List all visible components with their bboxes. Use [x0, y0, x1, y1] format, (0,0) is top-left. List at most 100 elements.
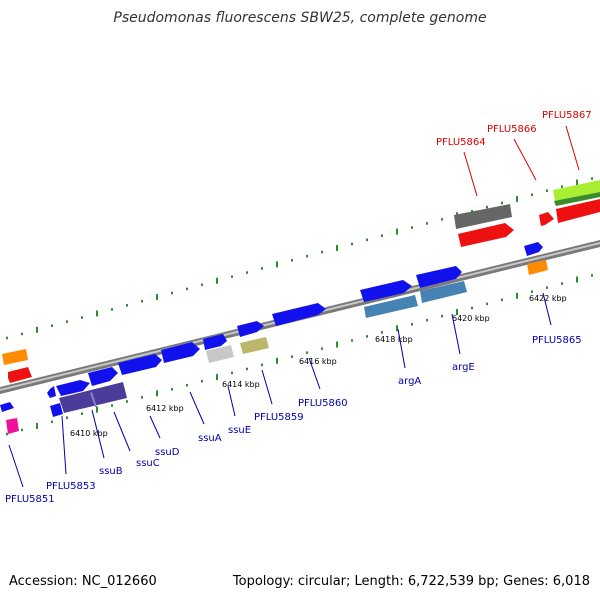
gene-labels: PFLU5851PFLU5853ssuBssuCssuDssuAssuEPFLU… [5, 110, 592, 505]
track-dot [216, 374, 218, 381]
track-dot [426, 318, 428, 322]
track-dot [156, 294, 158, 301]
label-leader-line [308, 357, 321, 390]
gene-label[interactable]: ssuD [155, 447, 180, 458]
track-dot [486, 205, 488, 209]
gene-feature-blue [47, 386, 56, 398]
gene-label[interactable]: PFLU5851 [5, 494, 55, 505]
gene-label[interactable]: ssuC [136, 458, 160, 469]
track-dot [411, 226, 413, 229]
track-dot [381, 234, 383, 237]
gene-feature-blue [416, 266, 462, 288]
track-dot [81, 316, 83, 319]
scale-tick-label: 6416 kbp [299, 357, 337, 366]
gene-feature-blue [272, 303, 326, 326]
scale-tick-label: 6414 kbp [222, 380, 260, 389]
track-dot [576, 179, 578, 186]
track-dot [51, 324, 53, 327]
track-dot [81, 412, 83, 415]
gene-label[interactable]: ssuA [198, 433, 222, 444]
track-dot [141, 396, 143, 399]
track-dot [486, 302, 488, 306]
track-dot [501, 298, 503, 302]
track-dot [291, 259, 293, 262]
track-dot [201, 379, 203, 383]
track-dot [66, 416, 68, 419]
gene-label[interactable]: PFLU5867 [542, 110, 592, 121]
gene-label[interactable]: PFLU5853 [46, 481, 96, 492]
track-dot [441, 314, 443, 318]
gene-feature-steelblue [364, 295, 418, 318]
gene-label[interactable]: PFLU5865 [532, 335, 582, 346]
track-dot [591, 177, 593, 180]
label-leader-line [227, 385, 236, 417]
track-dot [201, 283, 203, 287]
gene-label[interactable]: PFLU5866 [487, 124, 537, 135]
scale-tick-label: 6412 kbp [146, 404, 184, 413]
gene-feature-blue [118, 354, 162, 375]
gene-label[interactable]: PFLU5864 [436, 137, 486, 148]
gene-label[interactable]: ssuE [228, 425, 251, 436]
track-dot [216, 277, 218, 284]
gene-feature-steelblue [420, 281, 467, 303]
track-dot [126, 304, 128, 307]
gene-feature-blue [203, 334, 227, 350]
gene-feature-blue [50, 403, 63, 417]
track-dot [471, 209, 473, 213]
track-dot [36, 422, 38, 429]
gene-feature-red [556, 199, 600, 223]
gene-label[interactable]: argA [398, 376, 421, 387]
label-leader-line [397, 328, 406, 369]
track-dot [366, 335, 368, 338]
gene-feature-blue [237, 321, 264, 337]
gene-feature-red [458, 223, 514, 247]
track-dot [306, 351, 308, 354]
track-dot [66, 320, 68, 323]
genome-summary-text: Topology: circular; Length: 6,722,539 bp… [232, 574, 590, 589]
gene-feature-khaki [240, 337, 269, 354]
gene-feature-grey-dark [454, 204, 512, 229]
label-leader-line [189, 391, 205, 425]
track-dot [6, 432, 8, 436]
track-dot [576, 276, 578, 283]
track-dot [531, 193, 533, 197]
gene-feature-orange [2, 349, 28, 365]
track-dot [261, 363, 263, 367]
track-dot [546, 189, 548, 192]
track-dot [231, 371, 233, 375]
track-dot [111, 404, 113, 407]
scale-tick-label: 6420 kbp [452, 314, 490, 323]
track-dot [171, 388, 173, 391]
track-dot [561, 185, 563, 188]
label-leader-line [451, 313, 461, 355]
track-dot [261, 267, 263, 270]
scale-tick-label: 6422 kbp [529, 294, 567, 303]
track-dot [516, 292, 518, 299]
track-dot [381, 331, 383, 334]
label-leader-line [149, 415, 161, 439]
gene-label[interactable]: PFLU5859 [254, 412, 304, 423]
track-dot [426, 222, 428, 225]
scale-tick-label: 6418 kbp [375, 335, 413, 344]
track-dot [276, 261, 278, 268]
track-dot [516, 195, 518, 202]
track-dot [51, 420, 53, 424]
map-title: Pseudomonas fluorescens SBW25, complete … [113, 10, 487, 26]
gene-feature-red [539, 212, 554, 226]
gene-label[interactable]: PFLU5860 [298, 398, 348, 409]
label-leader-line [261, 369, 273, 405]
gene-features [0, 180, 600, 434]
gene-feature-purple-split [90, 392, 97, 407]
track-dot [186, 287, 188, 291]
gene-feature-red [8, 367, 32, 383]
track-dot [156, 390, 158, 397]
gene-feature-blue [524, 242, 543, 256]
track-dot [366, 238, 368, 242]
track-dot [21, 332, 23, 336]
gene-label[interactable]: argE [452, 362, 475, 373]
gene-feature-blue [0, 402, 14, 412]
track-dot [186, 383, 188, 387]
gene-label[interactable]: ssuB [99, 466, 123, 477]
track-dot [141, 299, 143, 303]
